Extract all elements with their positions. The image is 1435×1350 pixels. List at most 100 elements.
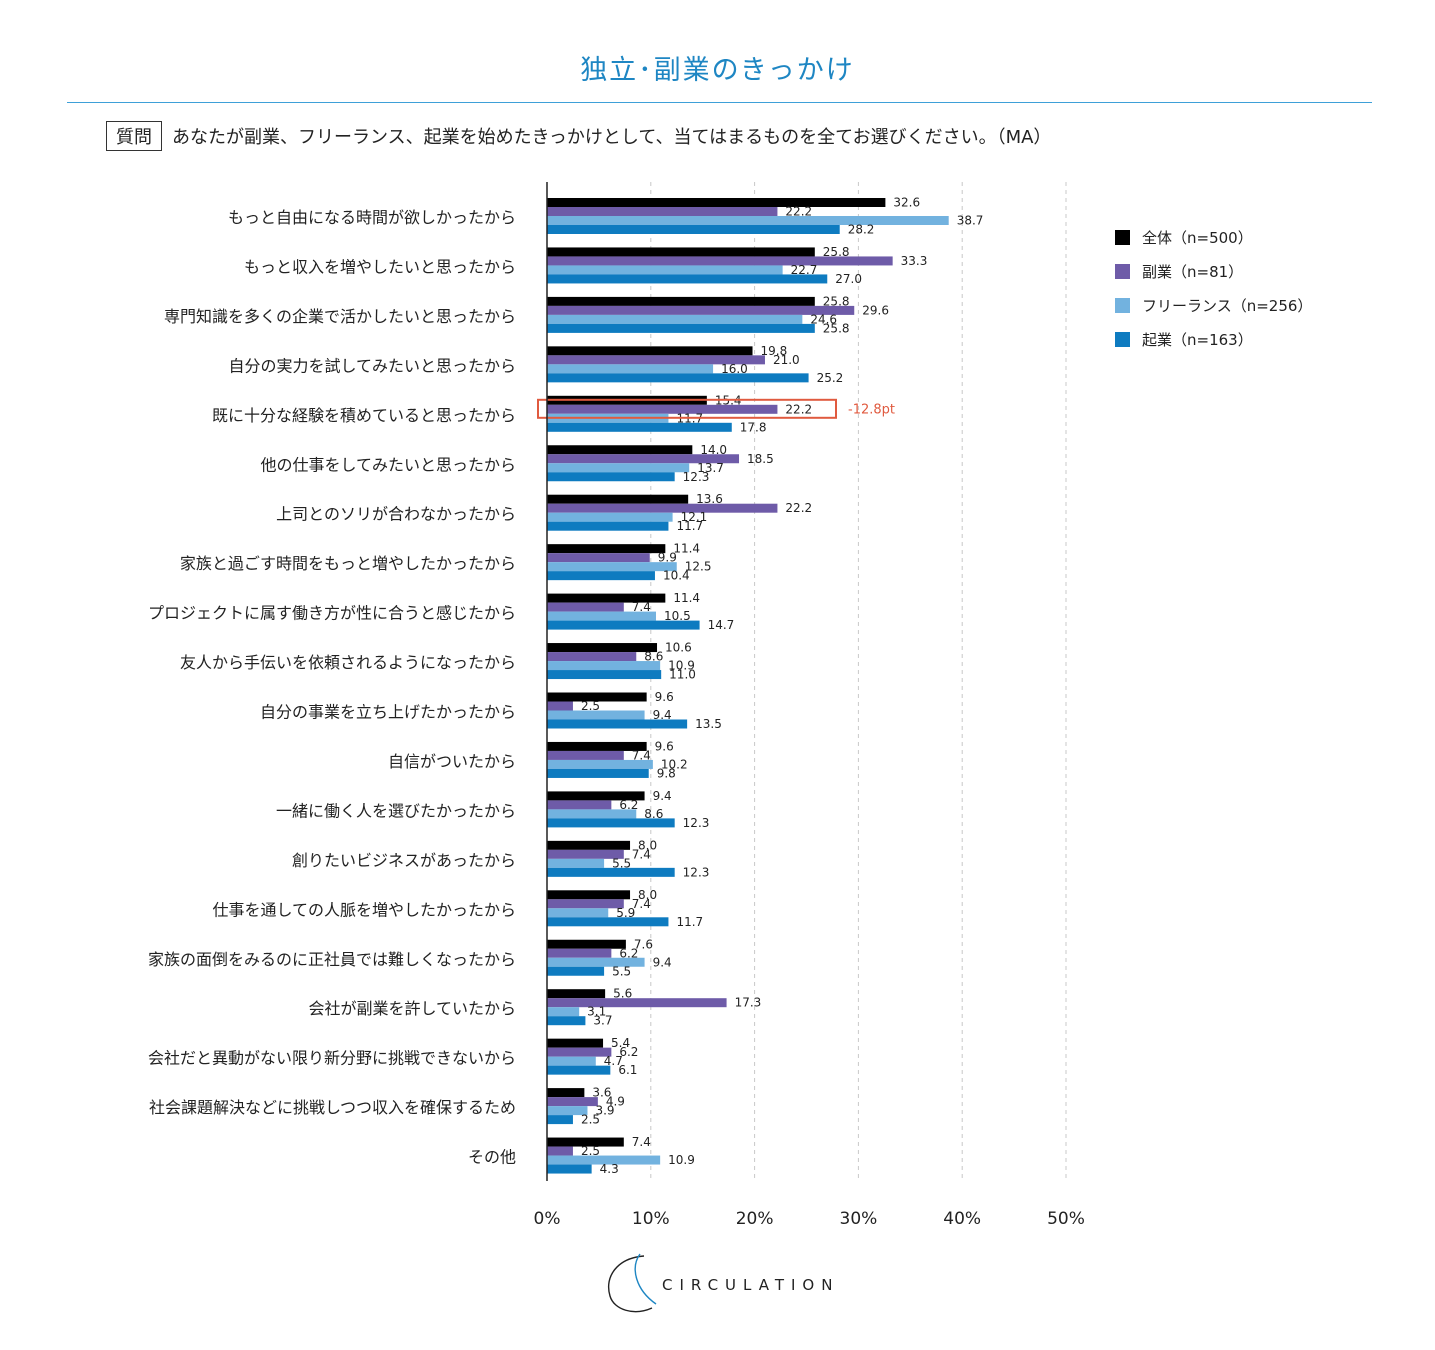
category-label: プロジェクトに属す働き方が性に合うと感じたから [148, 604, 516, 623]
bar [547, 225, 840, 234]
legend: 全体（n=500） 副業（n=81） フリーランス（n=256） 起業（n=16… [1115, 220, 1312, 356]
legend-swatch-all [1115, 229, 1130, 245]
value-label: 10.9 [668, 1153, 695, 1167]
bar [547, 562, 677, 572]
category-label: 友人から手伝いを依頼されるようになったから [180, 653, 516, 672]
bar [547, 1146, 573, 1156]
bar [547, 1016, 586, 1026]
bar [547, 867, 675, 877]
value-label: 25.8 [823, 294, 850, 308]
category-label: 創りたいビジネスがあったから [292, 851, 516, 870]
bar [547, 521, 669, 531]
bar [547, 989, 606, 999]
labels: もっと自由になる時間が欲しかったから 32.6 22.2 38.7 28.2 もっと収入を… [148, 196, 983, 1177]
bar [547, 670, 662, 680]
bar [547, 957, 645, 967]
category-label: 家族と過ごす時間をもっと増やしたかったから [180, 554, 516, 573]
bar [547, 1065, 611, 1075]
bar [547, 1047, 612, 1057]
category-label: 他の仕事をしてみたいと思ったから [260, 455, 516, 474]
bar [547, 948, 612, 958]
x-tick-label: 20% [736, 1209, 774, 1229]
bar [547, 858, 605, 868]
bar [547, 890, 631, 900]
value-label: 6.2 [619, 1045, 638, 1059]
value-label: 7.4 [632, 897, 651, 911]
bar [547, 849, 624, 859]
bar [547, 643, 658, 653]
value-label: 12.3 [683, 470, 710, 484]
category-label: 社会課題解決などに挑戦しつつ収入を確保するため [149, 1098, 516, 1117]
bar [547, 422, 732, 432]
value-label: 22.2 [785, 501, 812, 515]
bar [547, 1038, 604, 1048]
value-label: 17.3 [735, 996, 762, 1010]
category-label: その他 [468, 1148, 516, 1167]
category-label: もっと収入を増やしたいと思ったから [244, 257, 516, 276]
circulation-logo-mark [608, 1253, 657, 1313]
legend-item-side-job: 副業（n=81） [1115, 254, 1312, 288]
bar [547, 346, 753, 356]
bar [547, 719, 688, 729]
legend-label-startup: 起業（n=163） [1142, 330, 1253, 349]
value-label: 22.2 [785, 402, 812, 416]
bar [547, 908, 609, 918]
value-label: 11.7 [676, 519, 703, 533]
legend-item-all: 全体（n=500） [1115, 220, 1312, 254]
value-label: 12.3 [683, 865, 710, 879]
value-label: 9.4 [653, 955, 672, 969]
value-label: 10.9 [668, 659, 695, 673]
value-label: 12.3 [683, 816, 710, 830]
bar [547, 198, 886, 207]
value-label: 11.7 [676, 915, 703, 929]
value-label: 12.5 [685, 560, 712, 574]
value-label: 6.2 [619, 946, 638, 960]
value-label: 8.0 [638, 888, 657, 902]
category-label: 自分の事業を立ち上げたかったから [260, 703, 516, 722]
category-label: 専門知識を多くの企業で活かしたいと思ったから [164, 307, 516, 326]
value-label: 22.2 [785, 205, 812, 219]
bar [547, 512, 673, 522]
question-row: 質問 あなたが副業、フリーランス、起業を始めたきっかけとして、当てはまるものを全… [106, 121, 1051, 151]
legend-swatch-startup [1115, 331, 1130, 347]
value-label: 3.1 [587, 1005, 606, 1019]
bar [547, 472, 675, 482]
bar [547, 1007, 580, 1017]
bar [547, 840, 631, 850]
bar [547, 750, 624, 760]
bar [547, 1106, 588, 1116]
bar [547, 966, 605, 976]
value-label: 7.4 [632, 748, 651, 762]
bar [547, 1164, 592, 1174]
bar [547, 1056, 596, 1066]
value-label: 11.4 [673, 542, 700, 556]
value-label: 11.0 [669, 668, 696, 682]
bar [547, 323, 815, 333]
value-label: 14.0 [700, 443, 727, 457]
value-label: 3.7 [593, 1014, 612, 1028]
bar [547, 611, 656, 621]
annotation-label: -12.8pt [848, 402, 895, 417]
bar [547, 503, 778, 513]
value-label: 16.0 [721, 362, 748, 376]
question-badge: 質問 [106, 121, 162, 151]
bar [547, 373, 809, 383]
value-label: 7.6 [634, 937, 653, 951]
category-label: 一緒に働く人を選びたかったから [276, 801, 516, 820]
circulation-logo: CIRCULATION [600, 1250, 860, 1320]
bar [547, 661, 661, 671]
bar [547, 593, 666, 603]
legend-label-side-job: 副業（n=81） [1142, 262, 1244, 281]
value-label: 9.4 [653, 789, 672, 803]
value-label: 17.8 [740, 420, 767, 434]
bar [547, 364, 714, 374]
value-label: 38.7 [957, 214, 984, 228]
value-label: 32.6 [893, 196, 920, 210]
value-label: 8.6 [644, 650, 663, 664]
bar [547, 296, 815, 306]
value-label: 4.3 [600, 1162, 619, 1176]
value-label: 24.6 [810, 312, 837, 326]
bar [547, 454, 740, 464]
value-label: 13.6 [696, 492, 723, 506]
bar [547, 701, 573, 711]
